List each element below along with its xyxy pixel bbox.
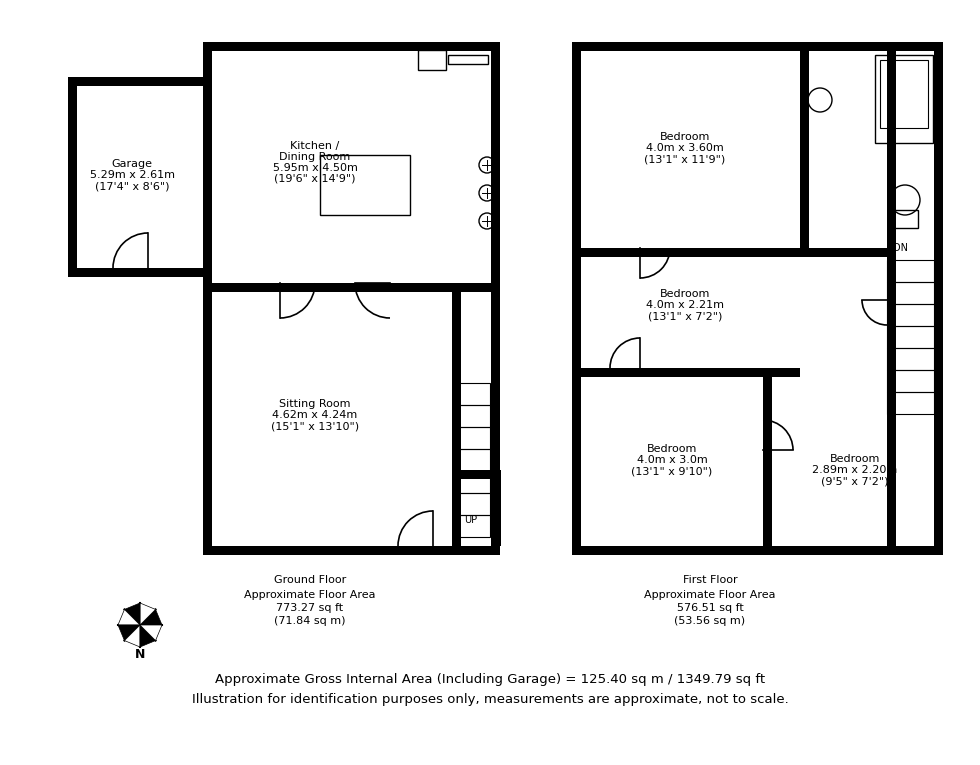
Bar [572, 42, 943, 555]
Text: 773.27 sq ft: 773.27 sq ft [276, 603, 344, 613]
Bar [572, 42, 581, 555]
Bar [95, 77, 135, 86]
Bar [887, 304, 934, 326]
Text: (13'1" x 11'9"): (13'1" x 11'9") [645, 154, 725, 164]
Text: Bedroom: Bedroom [647, 444, 697, 454]
Bar [572, 42, 943, 51]
Bar [453, 427, 490, 449]
Text: DN: DN [893, 243, 907, 253]
Bar [763, 450, 772, 490]
Text: (19'6" x 14'9"): (19'6" x 14'9") [274, 174, 356, 184]
Text: 576.51 sq ft: 576.51 sq ft [676, 603, 744, 613]
Polygon shape [124, 603, 140, 625]
Bar [763, 368, 772, 555]
Polygon shape [124, 625, 140, 647]
Text: Approximate Floor Area: Approximate Floor Area [644, 590, 776, 600]
Text: 5.95m x 4.50m: 5.95m x 4.50m [272, 162, 358, 172]
Bar [68, 268, 212, 277]
Text: (53.56 sq m): (53.56 sq m) [674, 616, 746, 626]
Bar [355, 283, 395, 292]
Text: 5.29m x 2.61m: 5.29m x 2.61m [89, 170, 174, 180]
Text: Ground Floor: Ground Floor [273, 575, 346, 585]
Bar [203, 77, 212, 277]
Polygon shape [118, 610, 140, 625]
Bar [203, 42, 500, 555]
Bar [380, 546, 435, 555]
Bar [280, 42, 320, 51]
Polygon shape [118, 625, 140, 640]
Text: 4.0m x 3.60m: 4.0m x 3.60m [646, 143, 724, 153]
Text: (17'4" x 8'6"): (17'4" x 8'6") [95, 181, 170, 191]
Bar [68, 77, 77, 277]
Bar [887, 370, 934, 392]
Text: 4.0m x 2.21m: 4.0m x 2.21m [646, 300, 724, 310]
Bar [418, 50, 446, 70]
Bar [68, 77, 212, 86]
Text: (9'5" x 7'2"): (9'5" x 7'2") [821, 476, 889, 486]
Polygon shape [140, 625, 162, 640]
Bar [934, 42, 943, 555]
Bar [452, 470, 501, 479]
Text: Approximate Floor Area: Approximate Floor Area [244, 590, 375, 600]
Bar [448, 55, 488, 64]
Bar [68, 77, 212, 275]
Bar [453, 471, 490, 493]
Text: 4.62m x 4.24m: 4.62m x 4.24m [272, 410, 358, 420]
Bar [320, 155, 410, 215]
Bar [203, 283, 493, 292]
Bar [453, 383, 490, 405]
Bar [887, 260, 934, 282]
Text: 2.89m x 2.20m: 2.89m x 2.20m [812, 465, 898, 475]
Bar [887, 326, 934, 348]
Bar [452, 283, 461, 546]
Bar [95, 268, 145, 277]
Text: First Floor: First Floor [683, 575, 737, 585]
Bar [640, 248, 680, 257]
Text: Approximate Gross Internal Area (Including Garage) = 125.40 sq m / 1349.79 sq ft: Approximate Gross Internal Area (Includi… [215, 673, 765, 686]
Bar [880, 60, 928, 128]
Bar [887, 392, 934, 414]
Bar [453, 493, 490, 515]
Text: 4.0m x 3.0m: 4.0m x 3.0m [637, 455, 708, 465]
Bar [581, 248, 800, 257]
Bar [203, 546, 500, 555]
Text: Bedroom: Bedroom [830, 454, 880, 464]
Bar [581, 368, 800, 377]
Bar [892, 210, 918, 228]
Bar [800, 248, 887, 257]
Bar [203, 42, 500, 51]
Text: (71.84 sq m): (71.84 sq m) [274, 616, 346, 626]
Text: UP: UP [465, 515, 477, 525]
Bar [203, 42, 212, 555]
Bar [887, 282, 934, 304]
Bar [572, 546, 943, 555]
Bar [453, 449, 490, 471]
Bar [875, 55, 933, 143]
Text: Bedroom: Bedroom [660, 289, 710, 299]
Polygon shape [140, 610, 162, 625]
Bar [453, 405, 490, 427]
Bar [491, 42, 500, 555]
Polygon shape [140, 603, 156, 625]
Bar [887, 248, 896, 288]
Text: (13'1" x 7'2"): (13'1" x 7'2") [648, 311, 722, 321]
Bar [887, 42, 896, 555]
Text: Sitting Room: Sitting Room [279, 399, 351, 409]
Text: Bedroom: Bedroom [660, 132, 710, 142]
Text: (15'1" x 13'10"): (15'1" x 13'10") [270, 421, 359, 431]
Text: Illustration for identification purposes only, measurements are approximate, not: Illustration for identification purposes… [192, 694, 788, 707]
Polygon shape [140, 625, 156, 647]
Bar [415, 42, 455, 51]
Text: (13'1" x 9'10"): (13'1" x 9'10") [631, 466, 712, 476]
Bar [800, 42, 809, 248]
Text: Garage: Garage [112, 159, 153, 169]
Text: Dining Room: Dining Room [279, 151, 351, 161]
Bar [887, 348, 934, 370]
Text: Kitchen /: Kitchen / [290, 141, 340, 151]
Bar [640, 368, 680, 377]
Bar [492, 470, 501, 546]
Bar [453, 515, 490, 537]
Text: N: N [135, 649, 145, 662]
